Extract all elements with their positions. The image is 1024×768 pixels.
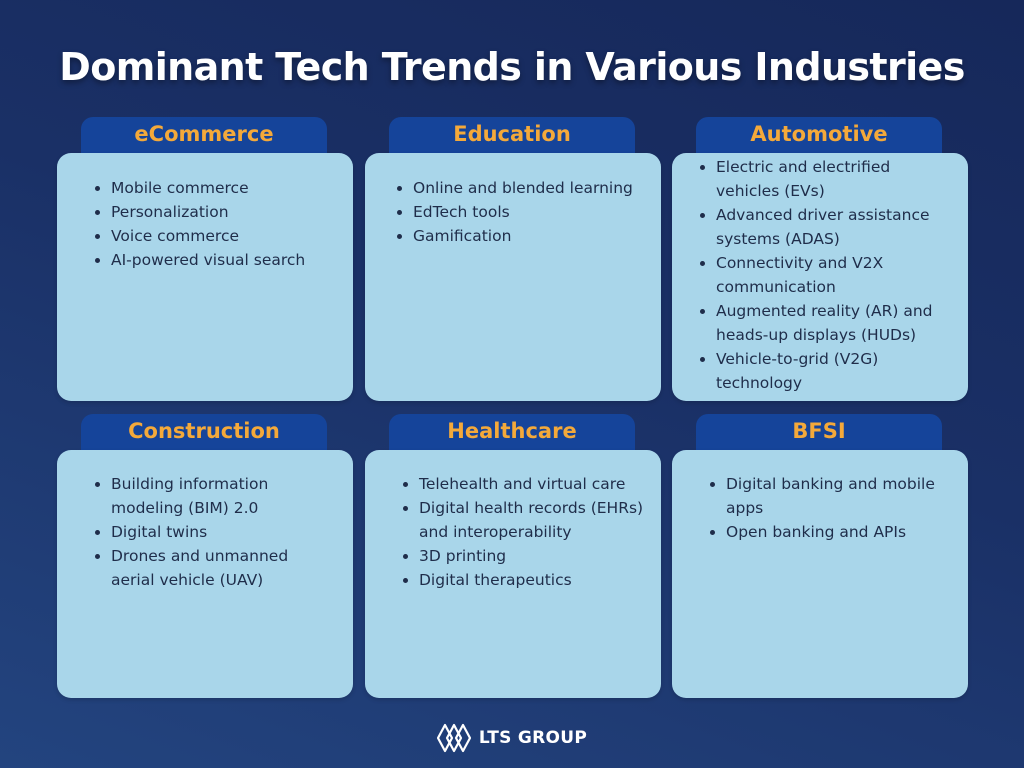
trend-list: Mobile commerce Personalization Voice co… (57, 153, 353, 272)
list-item: Digital health records (EHRs) and intero… (419, 496, 651, 544)
list-item: EdTech tools (413, 200, 651, 224)
footer-logo: LTS GROUP (0, 718, 1024, 758)
card-title: eCommerce (81, 117, 327, 159)
logo-text: LTS GROUP (478, 728, 588, 748)
list-item: Building information modeling (BIM) 2.0 (111, 472, 313, 520)
list-item: Mobile commerce (111, 176, 343, 200)
card-title: Automotive (696, 117, 942, 159)
page-title: Dominant Tech Trends in Various Industri… (59, 45, 965, 89)
card-title: BFSI (696, 414, 942, 456)
trend-list: Electric and electrified vehicles (EVs) … (672, 153, 968, 395)
card-body: Telehealth and virtual care Digital heal… (365, 450, 661, 698)
card-body: Building information modeling (BIM) 2.0 … (57, 450, 353, 698)
card-title: Construction (81, 414, 327, 456)
list-item: Electric and electrified vehicles (EVs) (716, 155, 944, 203)
card-body: Online and blended learning EdTech tools… (365, 153, 661, 401)
list-item: Connectivity and V2X communication (716, 251, 944, 299)
trend-list: Building information modeling (BIM) 2.0 … (57, 450, 353, 592)
list-item: Digital twins (111, 520, 313, 544)
list-item: Drones and unmanned aerial vehicle (UAV) (111, 544, 313, 592)
card-title: Education (389, 117, 635, 159)
card-body: Digital banking and mobile apps Open ban… (672, 450, 968, 698)
list-item: Telehealth and virtual care (419, 472, 651, 496)
card-body: Mobile commerce Personalization Voice co… (57, 153, 353, 401)
list-item: Digital banking and mobile apps (726, 472, 954, 520)
list-item: Voice commerce (111, 224, 343, 248)
list-item: AI-powered visual search (111, 248, 343, 272)
list-item: Vehicle-to-grid (V2G) technology (716, 347, 944, 395)
trend-list: Online and blended learning EdTech tools… (365, 153, 661, 248)
list-item: Augmented reality (AR) and heads-up disp… (716, 299, 944, 347)
list-item: Open banking and APIs (726, 520, 954, 544)
list-item: Advanced driver assistance systems (ADAS… (716, 203, 944, 251)
list-item: Digital therapeutics (419, 568, 651, 592)
list-item: Online and blended learning (413, 176, 651, 200)
lts-logo-icon (436, 723, 471, 753)
trend-list: Telehealth and virtual care Digital heal… (365, 450, 661, 592)
list-item: Gamification (413, 224, 651, 248)
card-title: Healthcare (389, 414, 635, 456)
trend-list: Digital banking and mobile apps Open ban… (672, 450, 968, 544)
list-item: Personalization (111, 200, 343, 224)
card-body: Electric and electrified vehicles (EVs) … (672, 153, 968, 401)
list-item: 3D printing (419, 544, 651, 568)
